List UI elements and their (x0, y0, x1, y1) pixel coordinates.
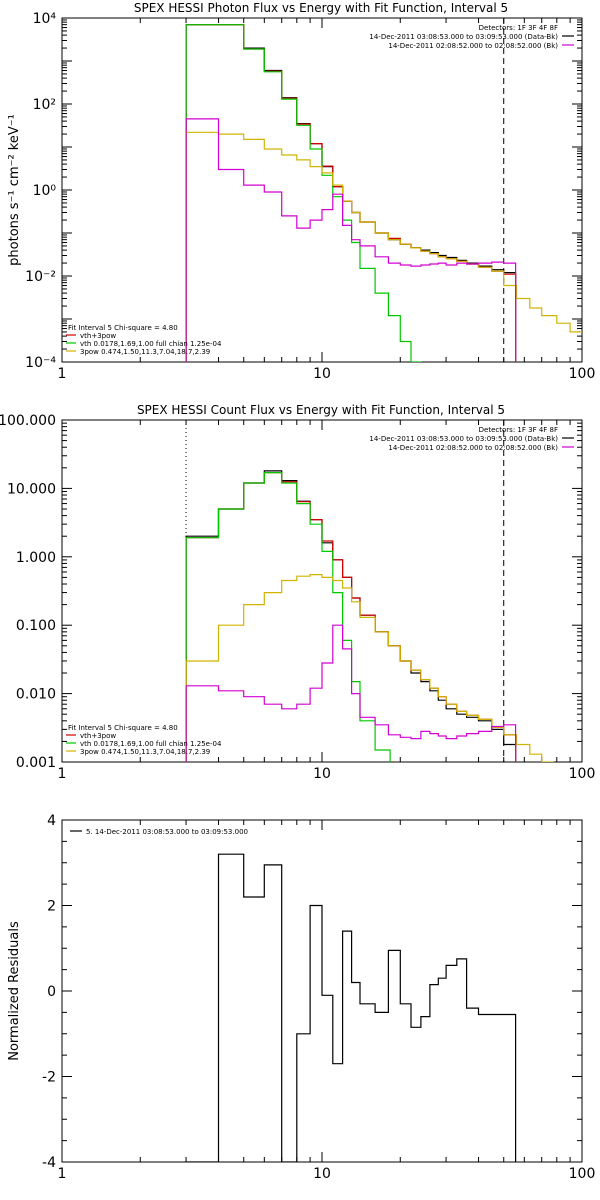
x-tick-label: 100 (569, 766, 596, 782)
legend-bottom-left-entry: vth+3pow (80, 332, 116, 340)
series-line-1 (186, 853, 517, 1162)
x-tick-label: 100 (569, 366, 596, 382)
y-tick-label: 10.000 (7, 481, 56, 497)
y-axis-label: photons s⁻¹ cm⁻² keV⁻¹ (7, 114, 22, 266)
x-tick-label: 1 (58, 766, 67, 782)
series-group (186, 853, 517, 1162)
y-tick-label: 10² (33, 97, 56, 113)
x-tick-label: 100 (569, 1166, 596, 1182)
y-tick-label: 0.001 (16, 755, 56, 771)
x-tick-label: 10 (313, 366, 331, 382)
y-tick-label: 10⁰ (33, 183, 57, 199)
y-tick-label: 10⁻⁴ (25, 355, 56, 371)
y-axis-label: Normalized Residuals (7, 921, 22, 1061)
legend-bottom-left-entry: Fit Interval 5 Chi-square = 4.80 (68, 324, 178, 332)
series-line-1 (185, 24, 517, 362)
y-tick-label: 4 (47, 813, 56, 829)
chart-panel-3: 1 10 100 -4 -2 0 2 4 Normalized Residuals 5. 14-D… (7, 813, 595, 1182)
y-tick-label: 0 (47, 984, 56, 1000)
chart-title: SPEX HESSI Photon Flux vs Energy with Fi… (134, 1, 508, 15)
y-tick-label: 10⁴ (33, 11, 57, 27)
x-tick-label: 1 (58, 1166, 67, 1182)
legend-top-right-entry: 14-Dec-2011 03:08:53.000 to 03:09:53.000… (369, 435, 558, 443)
legend-bottom-left-entry: Fit Interval 5 Chi-square = 4.80 (68, 724, 178, 732)
y-tick-label: -4 (42, 1155, 56, 1171)
series-line-4 (185, 131, 582, 362)
series-line-2 (185, 472, 517, 762)
legend-bottom-left-entry: 3pow 0.474,1.50,11.3,7.04,18.7,2.39 (80, 748, 210, 756)
y-tick-label: 0.100 (16, 618, 56, 634)
series-group (185, 470, 554, 762)
y-tick-label: 0.010 (16, 687, 56, 703)
legend-top-right-entry: Detectors: 1F 3F 4F 8F (479, 24, 558, 32)
y-tick-label: 10⁻² (25, 269, 56, 285)
series-line-5 (185, 624, 517, 762)
y-tick-label: 100.000 (0, 413, 56, 429)
legend-top-right-entry: 14-Dec-2011 03:08:53.000 to 03:09:53.000… (369, 33, 558, 41)
legend-bottom-left-entry: vth+3pow (80, 732, 116, 740)
x-tick-label: 1 (58, 366, 67, 382)
legend-top-right-entry: 14-Dec-2011 02:08:52.000 to 02:08:52.000… (388, 42, 558, 50)
legend-bottom-left-entry: vth 0.0178,1.69,1.00 full chian 1.25e-04 (80, 340, 222, 348)
series-line-4 (185, 574, 554, 762)
y-tick-label: -2 (42, 1070, 56, 1086)
legend-top-left-entry: 5. 14-Dec-2011 03:08:53.000 to 03:09:53.… (86, 828, 248, 836)
legend-bottom-left-entry: 3pow 0.474,1.50,11.3,7.04,18.7,2.39 (80, 348, 210, 356)
chart-title: SPEX HESSI Count Flux vs Energy with Fit… (137, 403, 505, 417)
x-tick-label: 10 (313, 1166, 331, 1182)
legend-bottom-left-entry: vth 0.0178,1.69,1.00 full chian 1.25e-04 (80, 740, 222, 748)
series-line-1 (185, 470, 517, 762)
series-group (185, 24, 582, 362)
series-line-3 (185, 24, 422, 362)
series-line-5 (185, 118, 517, 362)
chart-panel-1: SPEX HESSI Photon Flux vs Energy with Fi… (7, 1, 595, 382)
legend-top-right-entry: Detectors: 1F 3F 4F 8F (479, 426, 558, 434)
y-tick-label: 2 (47, 899, 56, 915)
series-line-2 (185, 24, 517, 362)
chart-panel-2: SPEX HESSI Count Flux vs Energy with Fit… (0, 403, 595, 782)
x-tick-label: 10 (313, 766, 331, 782)
y-tick-label: 1.000 (16, 550, 56, 566)
legend-top-right-entry: 14-Dec-2011 02:08:52.000 to 02:08:52.000… (388, 444, 558, 452)
